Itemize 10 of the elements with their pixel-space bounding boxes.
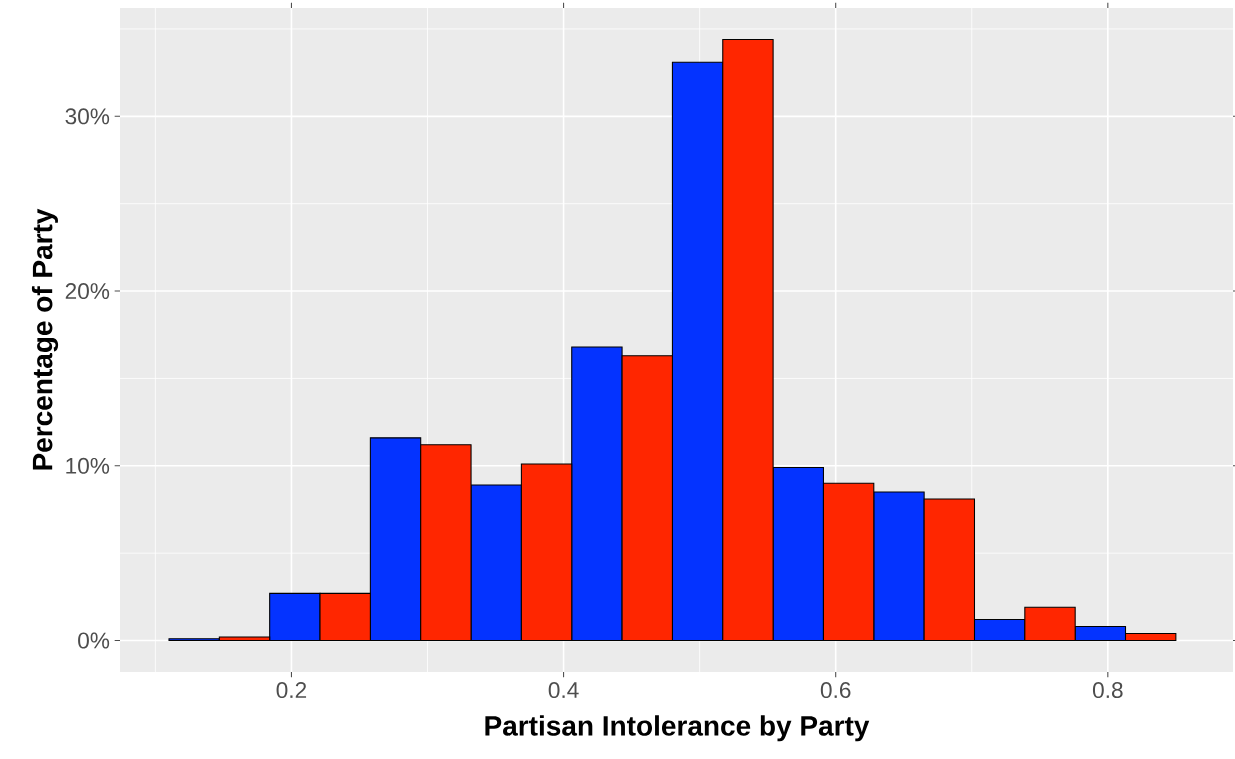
y-tick-label: 30% bbox=[65, 108, 110, 125]
x-tick-label: 0.2 bbox=[276, 682, 307, 699]
x-tick-label: 0.4 bbox=[548, 682, 579, 699]
y-tick-label: 20% bbox=[65, 283, 110, 300]
x-tick-label: 0.8 bbox=[1092, 682, 1123, 699]
x-axis-title: Partisan Intolerance by Party bbox=[485, 715, 870, 742]
x-tick-label: 0.6 bbox=[820, 682, 851, 699]
y-axis-title: Percentage of Party bbox=[31, 208, 59, 470]
y-tick-label: 0% bbox=[78, 632, 110, 649]
y-tick-label: 10% bbox=[66, 457, 110, 474]
